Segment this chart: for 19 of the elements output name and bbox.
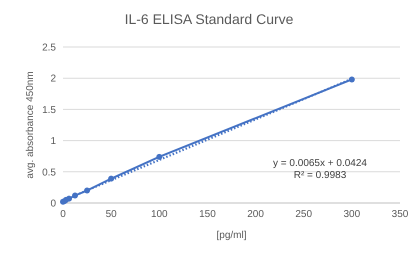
x-tick-label: 250: [295, 209, 312, 220]
y-tick-label: 2: [50, 74, 56, 85]
annotation: y = 0.0065x + 0.0424: [273, 158, 368, 169]
y-tick-label: 0.5: [42, 167, 56, 178]
y-tick-label: 1.5: [42, 104, 56, 116]
annotation: R² = 0.9983: [294, 170, 347, 181]
y-tick-label: 2.5: [42, 42, 56, 54]
y-axis-title: avg. absorbance 450nm: [25, 71, 36, 179]
x-tick-label: 50: [106, 209, 118, 220]
x-tick-label: 0: [60, 209, 66, 220]
x-axis-title: [pg/ml]: [216, 230, 247, 241]
y-tick-label: 0: [50, 198, 56, 210]
x-tick-label: 150: [199, 209, 216, 220]
x-tick-label: 200: [247, 209, 264, 220]
x-tick-label: 350: [392, 209, 409, 220]
x-tick-label: 100: [150, 209, 168, 220]
chart-title: IL-6 ELISA Standard Curve: [124, 11, 294, 27]
x-tick-label: 300: [344, 209, 361, 220]
y-tick-label: 1: [50, 136, 56, 148]
